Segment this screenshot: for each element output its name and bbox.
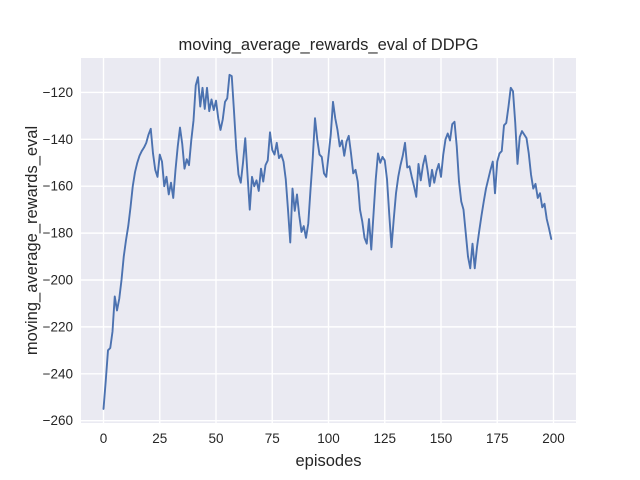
x-tick-label: 150: [430, 431, 453, 446]
x-tick-label: 125: [373, 431, 396, 446]
x-tick-label: 200: [542, 431, 565, 446]
y-tick-label: −220: [43, 319, 73, 334]
y-tick-label: −200: [43, 273, 73, 288]
gridlines: [81, 58, 576, 423]
y-tick-label: −260: [43, 413, 73, 428]
x-tick-label: 75: [265, 431, 280, 446]
y-tick-label: −240: [43, 366, 73, 381]
x-tick-label: 50: [208, 431, 223, 446]
x-axis-tick-labels: 0 25 50 75 100 125 150 175 200: [100, 431, 565, 446]
y-tick-label: −180: [43, 226, 73, 241]
y-tick-label: −120: [43, 85, 73, 100]
x-tick-label: 0: [100, 431, 108, 446]
y-tick-label: −160: [43, 179, 73, 194]
x-tick-label: 175: [486, 431, 509, 446]
y-axis-tick-labels: −260 −240 −220 −200 −180 −160 −140 −120: [43, 85, 73, 428]
x-axis-label: episodes: [295, 452, 361, 470]
x-tick-label: 25: [152, 431, 167, 446]
y-tick-label: −140: [43, 132, 73, 147]
y-axis-label: moving_average_rewards_eval: [23, 126, 41, 355]
chart-title: moving_average_rewards_eval of DDPG: [179, 36, 479, 54]
x-tick-label: 100: [317, 431, 340, 446]
series-line: [102, 73, 553, 410]
